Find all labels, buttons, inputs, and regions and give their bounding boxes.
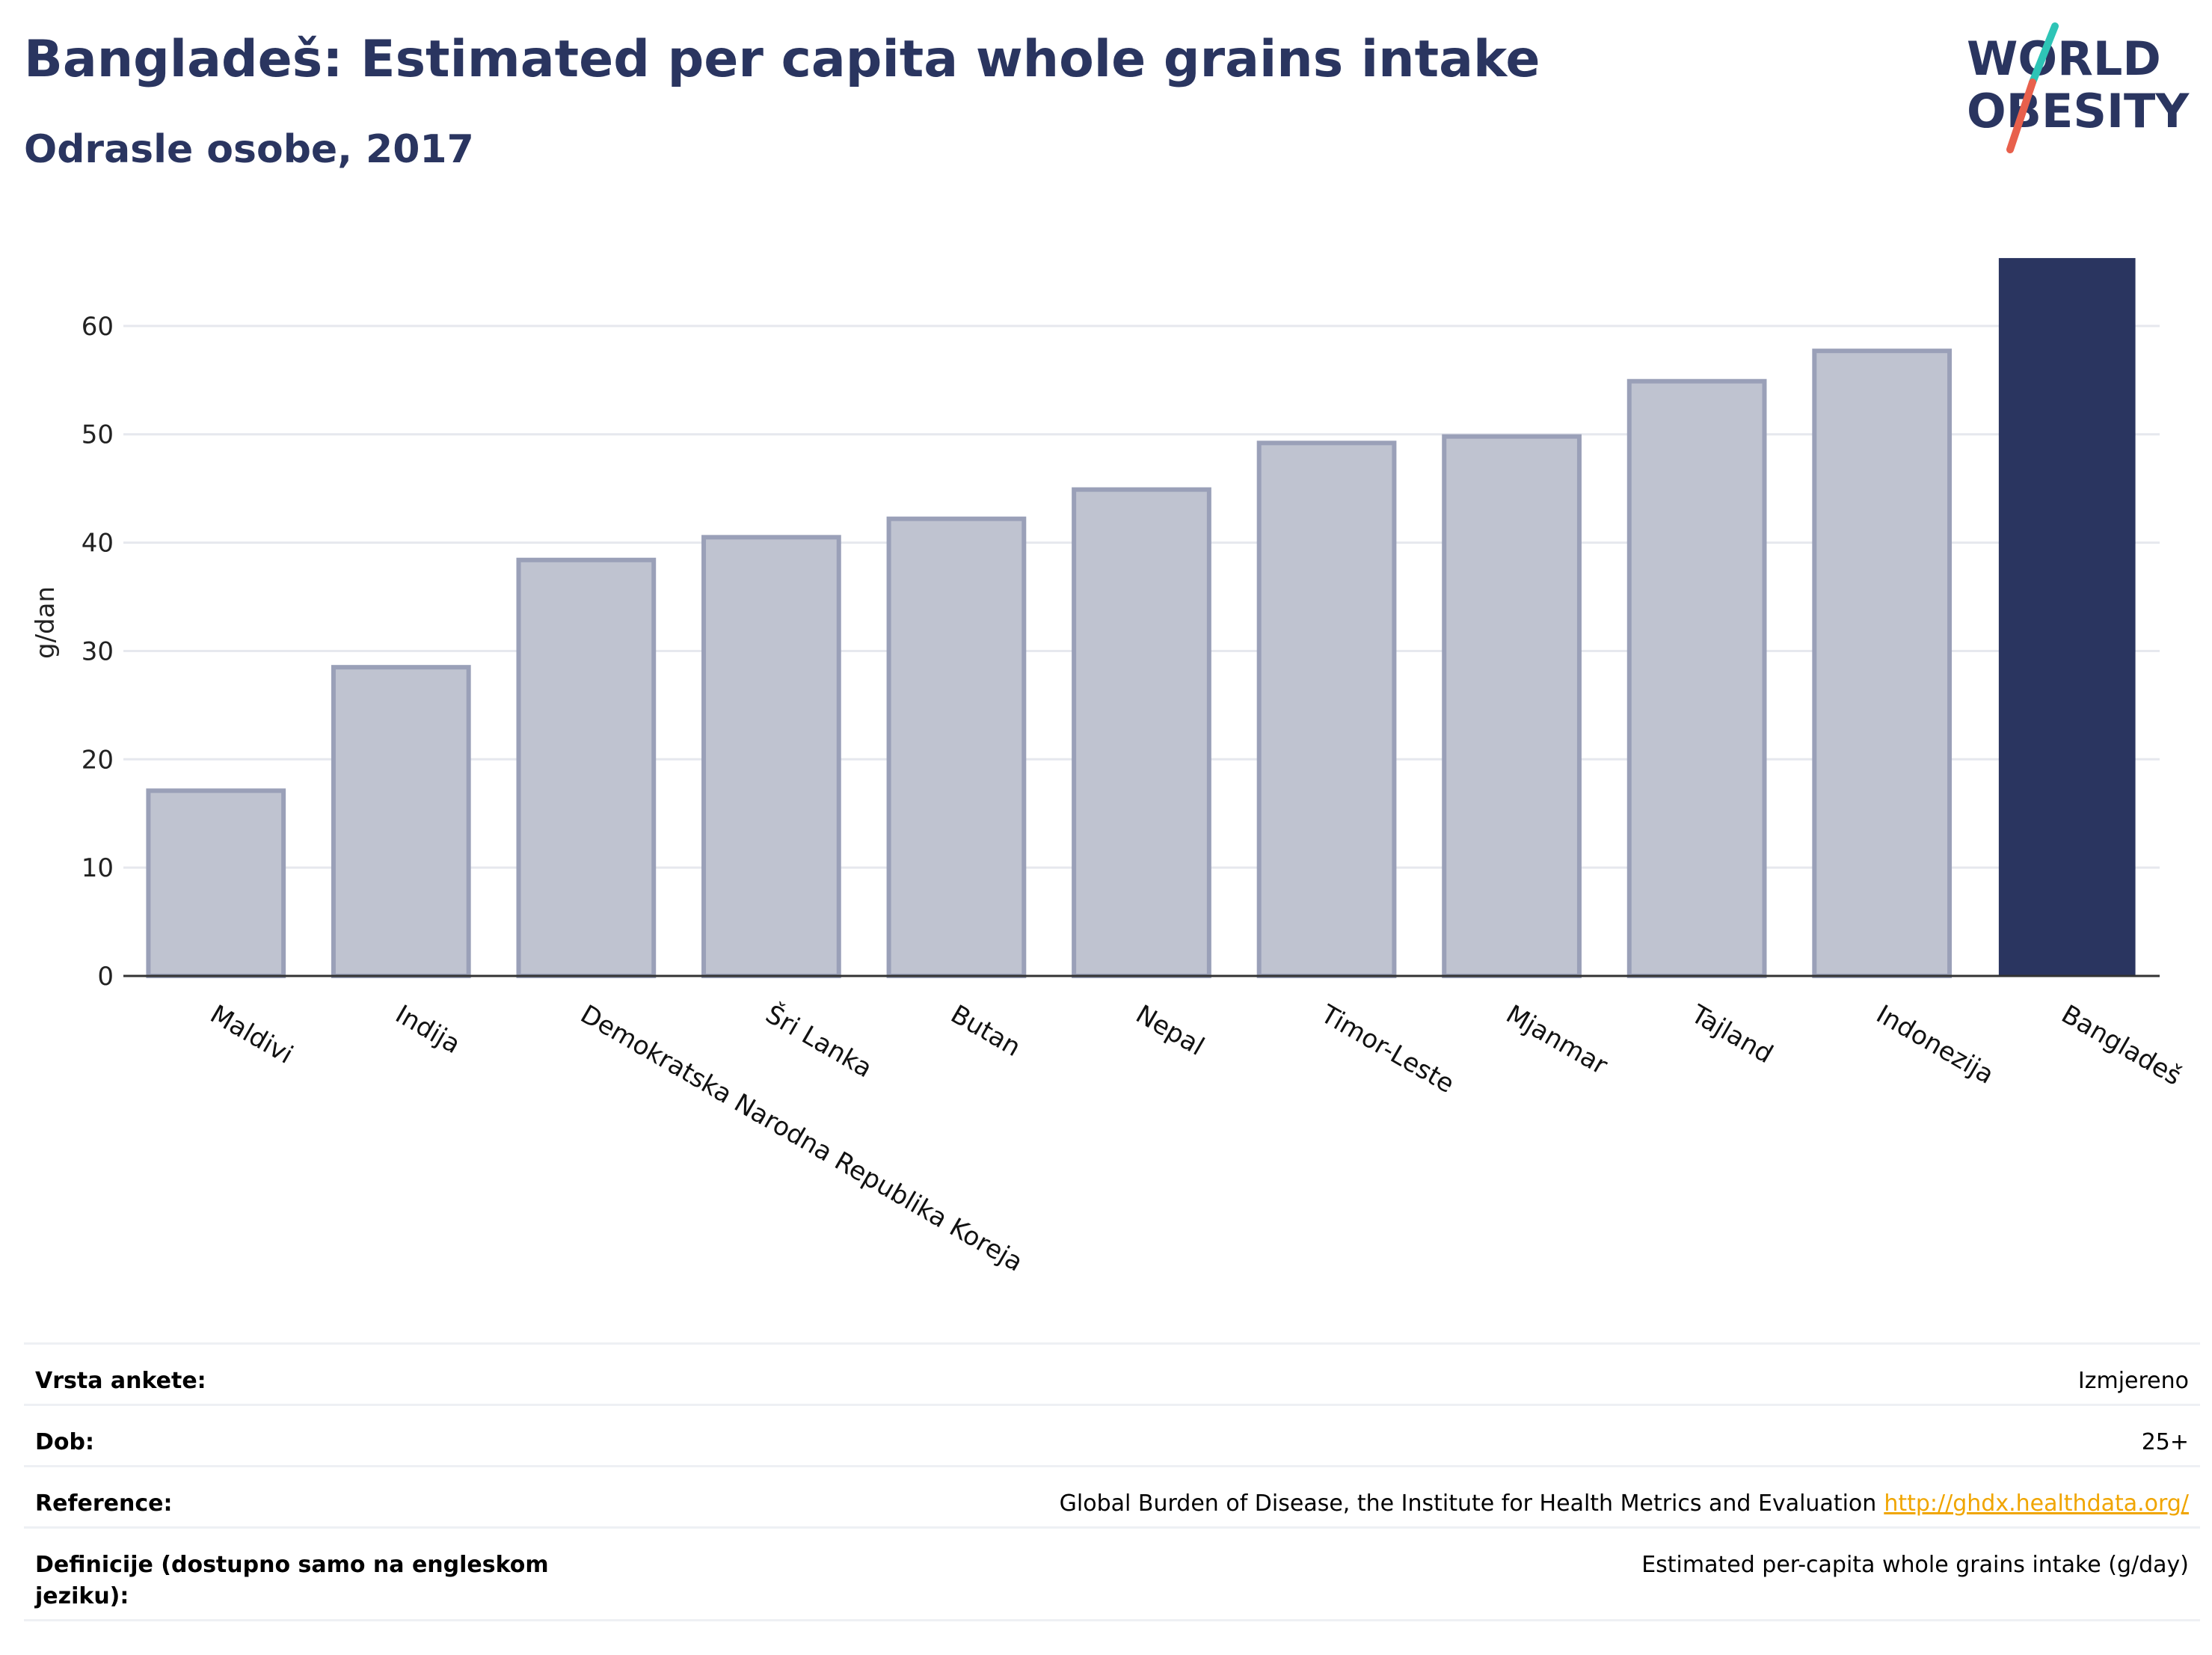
bar-8[interactable] bbox=[1626, 378, 1767, 979]
logo-line-1: WORLD bbox=[1967, 31, 2161, 86]
meta-key: Dob: bbox=[35, 1429, 94, 1455]
x-tick-label-4: Butan bbox=[945, 999, 1025, 1063]
bar-1[interactable] bbox=[331, 665, 471, 978]
y-tick-label: 10 bbox=[82, 853, 114, 883]
bar-4[interactable] bbox=[886, 516, 1027, 978]
x-tick-label-5: Nepal bbox=[1131, 999, 1209, 1062]
bar-9[interactable] bbox=[1812, 348, 1953, 978]
meta-value: Global Burden of Disease, the Institute … bbox=[1059, 1490, 2189, 1517]
y-tick-label: 0 bbox=[97, 962, 114, 992]
x-tick-label-6: Timor-Leste bbox=[1315, 999, 1460, 1099]
bar-10[interactable] bbox=[1998, 258, 2136, 977]
x-axis-labels: Maldivi Indija Demokratska Narodna Republi… bbox=[205, 998, 2186, 1277]
bar-5[interactable] bbox=[1072, 487, 1211, 978]
bar-7[interactable] bbox=[1442, 434, 1582, 978]
logo-slash-coral bbox=[2006, 79, 2036, 153]
x-tick-label-9: Indonezija bbox=[1871, 999, 1999, 1090]
meta-row: Vrsta ankete: Izmjereno bbox=[24, 1342, 2200, 1404]
meta-key: Reference: bbox=[35, 1490, 173, 1517]
chart-subtitle: Odrasle osobe, 2017 bbox=[24, 127, 474, 172]
meta-row: Definicije (dostupno samo na engleskom j… bbox=[24, 1526, 2200, 1621]
logo-slash-teal bbox=[2029, 22, 2059, 86]
x-tick-label-7: Mjanmar bbox=[1501, 999, 1612, 1081]
y-tick-label: 50 bbox=[82, 420, 114, 450]
meta-key: Vrsta ankete: bbox=[35, 1368, 206, 1394]
meta-value: 25+ bbox=[2141, 1429, 2189, 1455]
x-tick-label-10: Bangladeš bbox=[2056, 999, 2187, 1092]
chart-title: Bangladeš: Estimated per capita whole gr… bbox=[24, 30, 1540, 89]
y-axis-ticks: 0 10 20 30 40 50 60 bbox=[82, 312, 114, 992]
meta-value: Estimated per-capita whole grains intake… bbox=[1641, 1552, 2189, 1578]
bar-2[interactable] bbox=[516, 557, 657, 978]
x-tick-label-1: Indija bbox=[390, 999, 465, 1060]
bar-0[interactable] bbox=[146, 788, 286, 979]
y-tick-label: 20 bbox=[82, 745, 114, 775]
y-tick-label: 30 bbox=[82, 636, 114, 666]
world-obesity-logo: WORLD OBESITY bbox=[1967, 22, 2190, 153]
reference-link[interactable]: http://ghdx.healthdata.org/ bbox=[1884, 1490, 2189, 1517]
metadata-table: Vrsta ankete: Izmjereno Dob: 25+ Reference: G… bbox=[24, 1342, 2200, 1621]
meta-row: Reference: Global Burden of Disease, the … bbox=[24, 1465, 2200, 1526]
meta-value: Izmjereno bbox=[2077, 1368, 2189, 1394]
x-tick-label-8: Tajland bbox=[1686, 999, 1778, 1070]
logo-line-2: OBESITY bbox=[1967, 84, 2190, 138]
meta-row: Dob: 25+ bbox=[24, 1404, 2200, 1465]
bars bbox=[146, 258, 2136, 979]
meta-key: Definicije (dostupno samo na engleskom j… bbox=[35, 1552, 549, 1609]
y-tick-label: 40 bbox=[82, 529, 114, 559]
bar-3[interactable] bbox=[701, 535, 841, 978]
bar-6[interactable] bbox=[1256, 440, 1397, 978]
x-tick-label-3: Šri Lanka bbox=[761, 998, 878, 1084]
y-tick-label: 60 bbox=[82, 312, 114, 342]
x-tick-label-0: Maldivi bbox=[205, 999, 298, 1070]
y-axis-label: g/dan bbox=[31, 586, 61, 659]
